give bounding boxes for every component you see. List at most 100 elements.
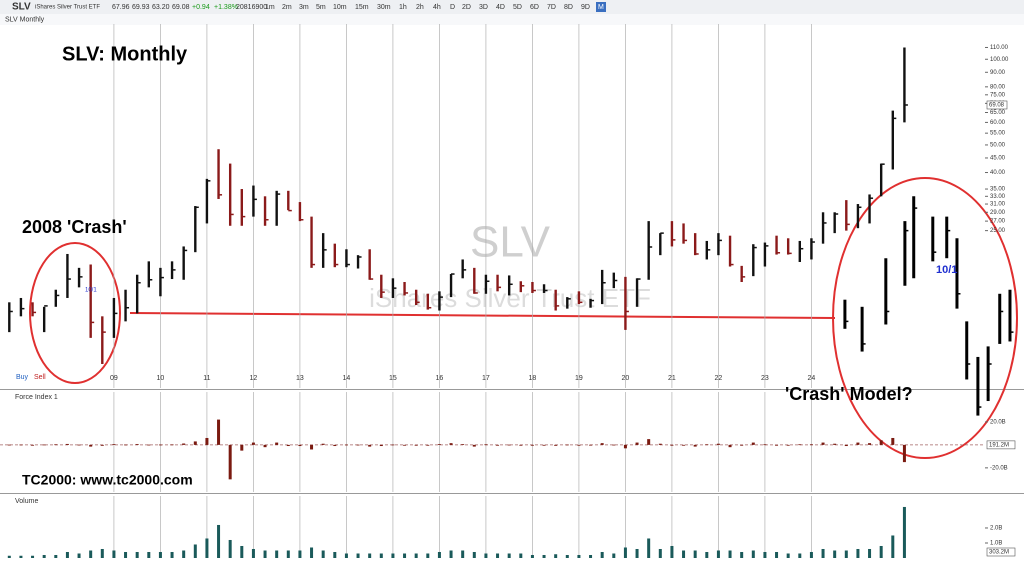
- volume-bar: [519, 553, 523, 558]
- volume-bar: [449, 550, 453, 558]
- timeframe-button[interactable]: 15m: [355, 4, 369, 11]
- force-bar: [798, 444, 802, 446]
- quote-value: 69.93: [132, 4, 150, 11]
- force-bar: [844, 444, 848, 447]
- y-tick-label: -20.0B: [990, 465, 1008, 471]
- timeframe-button[interactable]: D: [450, 4, 455, 11]
- sell-button[interactable]: Sell: [34, 374, 46, 381]
- force-bar: [600, 443, 604, 445]
- timeframe-button[interactable]: 2D: [462, 4, 471, 11]
- force-bar: [740, 444, 744, 446]
- timeframe-button[interactable]: M: [598, 4, 604, 11]
- timeframe-button[interactable]: 1m: [265, 4, 275, 11]
- symbol[interactable]: SLV: [12, 2, 31, 13]
- force-bar: [263, 444, 267, 448]
- x-tick-label: 13: [296, 375, 304, 382]
- force-bar: [391, 444, 395, 446]
- timeframe-button[interactable]: 3m: [299, 4, 309, 11]
- x-tick-label: 16: [436, 375, 444, 382]
- force-bar: [484, 444, 488, 446]
- y-tick-label: 20.0B: [990, 419, 1006, 425]
- volume-bar: [344, 553, 348, 558]
- timeframe-button[interactable]: 30m: [377, 4, 391, 11]
- force-bar: [658, 443, 662, 445]
- force-bar: [530, 444, 534, 446]
- x-tick-label: 10: [157, 375, 165, 382]
- volume-bar: [275, 550, 279, 558]
- volume-bar: [77, 553, 81, 558]
- circle-2008: [29, 242, 121, 384]
- x-tick-label: 19: [575, 375, 583, 382]
- y-tick-label: 33.00: [990, 194, 1006, 200]
- force-bar: [682, 444, 686, 446]
- force-bar: [426, 444, 430, 446]
- force-bar: [728, 444, 732, 448]
- timeframe-button[interactable]: 1h: [399, 4, 407, 11]
- volume-bar: [403, 553, 407, 558]
- force-bar: [496, 444, 500, 446]
- force-bar: [519, 444, 523, 446]
- last-price-box: [986, 100, 1008, 110]
- y-tick-label: 29.00: [990, 210, 1006, 216]
- timeframe-button[interactable]: 3D: [479, 4, 488, 11]
- force-bar: [577, 444, 581, 446]
- chart-header: [0, 14, 1024, 25]
- y-tick-label: 80.00: [990, 84, 1006, 90]
- force-bar: [65, 443, 69, 445]
- volume-bar: [856, 548, 860, 558]
- support-line: [129, 312, 836, 319]
- timeframe-button[interactable]: 9D: [581, 4, 590, 11]
- force-bar: [786, 444, 790, 446]
- volume-bar: [310, 547, 314, 558]
- volume-bar: [263, 550, 267, 558]
- force-bar: [135, 444, 139, 445]
- y-tick-label: 65.00: [990, 110, 1006, 116]
- timeframe-button[interactable]: 4h: [433, 4, 441, 11]
- pane-title: Volume: [15, 498, 38, 505]
- timeframe-button[interactable]: 7D: [547, 4, 556, 11]
- volume-bar: [902, 506, 906, 558]
- y-tick-label: 60.00: [990, 120, 1006, 126]
- quote-volume: 20816900: [236, 4, 267, 11]
- force-bar: [891, 437, 895, 445]
- x-tick-label: 17: [482, 375, 490, 382]
- timeframe-button[interactable]: 2m: [282, 4, 292, 11]
- date-marker: 10/1: [936, 264, 957, 276]
- volume-bar: [496, 553, 500, 558]
- force-bar: [158, 444, 162, 446]
- timeframe-button[interactable]: 2h: [416, 4, 424, 11]
- y-tick-label: 50.00: [990, 143, 1006, 149]
- force-bar: [542, 444, 546, 446]
- timeframe-button[interactable]: 6D: [530, 4, 539, 11]
- force-bar: [879, 440, 883, 445]
- timeframe-button[interactable]: 5m: [316, 4, 326, 11]
- volume-bar: [751, 550, 755, 558]
- force-bar: [356, 444, 360, 446]
- timeframe-button[interactable]: 10m: [333, 4, 347, 11]
- timeframe-button[interactable]: 8D: [564, 4, 573, 11]
- volume-bar: [461, 550, 465, 558]
- force-bar: [89, 444, 93, 447]
- chart-name[interactable]: SLV Monthly: [5, 16, 45, 23]
- y-tick-label: 25.00: [990, 228, 1006, 234]
- volume-bar: [786, 553, 790, 558]
- quote-value: 67.96: [112, 4, 130, 11]
- force-bar: [414, 444, 418, 446]
- force-bar: [693, 444, 697, 447]
- x-tick-label: 14: [343, 375, 351, 382]
- force-bar: [77, 444, 81, 446]
- volume-bar: [635, 548, 639, 558]
- quote-value: 63.20: [152, 4, 170, 11]
- force-bar: [902, 444, 906, 463]
- volume-bar: [763, 551, 767, 558]
- force-bar: [379, 444, 383, 447]
- volume-bar: [809, 551, 813, 558]
- quote-change: +0.94: [192, 4, 210, 11]
- y-tick-label: 75.00: [990, 92, 1006, 98]
- force-bar: [344, 444, 348, 446]
- pane-title: Force Index 1: [15, 394, 58, 401]
- timeframe-button[interactable]: 5D: [513, 4, 522, 11]
- timeframe-button[interactable]: 4D: [496, 4, 505, 11]
- buy-button[interactable]: Buy: [16, 374, 29, 381]
